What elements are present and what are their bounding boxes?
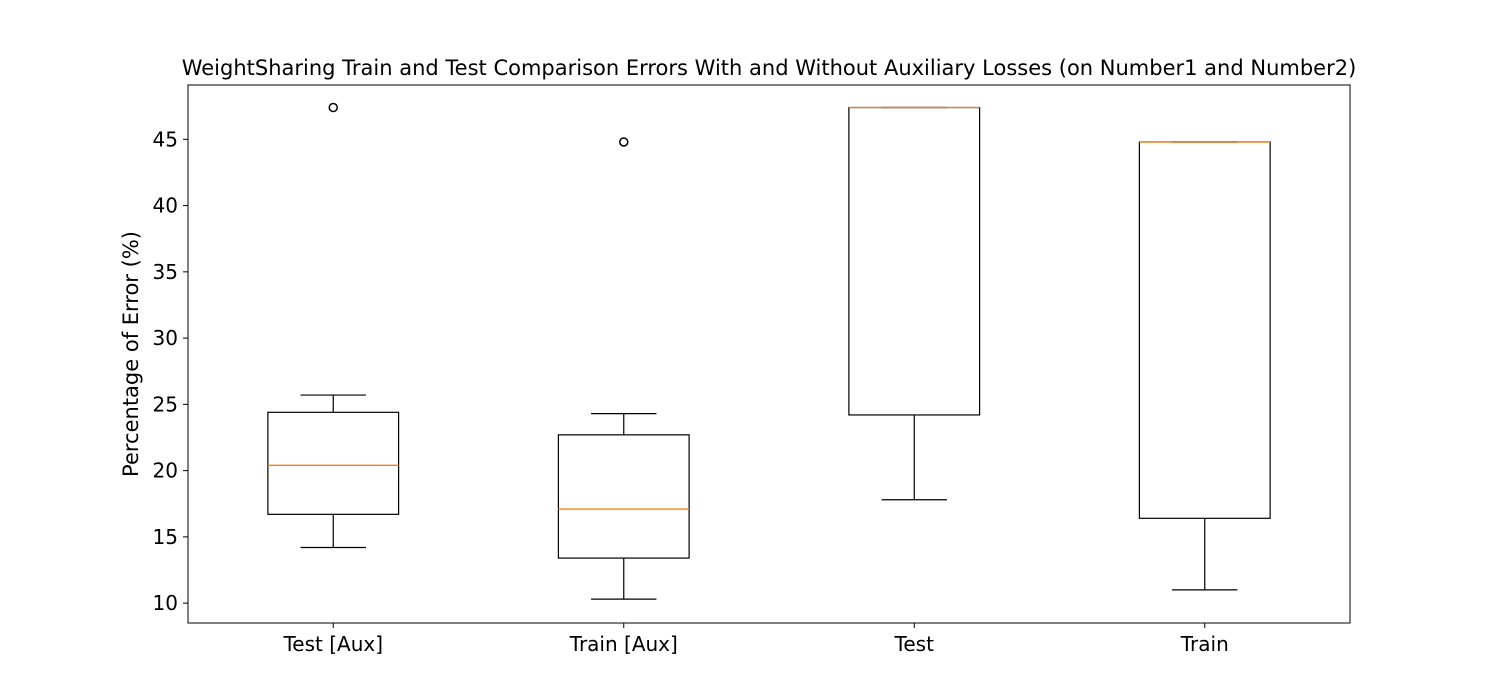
- plot-area-frame: [187, 84, 1351, 624]
- box-group: [1138, 141, 1271, 591]
- box-group: [848, 106, 981, 501]
- y-axis: 10 15 20 25 30 35 40 45: [153, 127, 188, 615]
- y-tick-label: 20: [153, 459, 178, 483]
- x-axis: Test [Aux] Train [Aux] Test Train: [282, 623, 1229, 656]
- chart-title: WeightSharing Train and Test Comparison …: [182, 56, 1357, 80]
- y-tick-label: 10: [153, 591, 178, 615]
- outlier-point: [328, 102, 338, 113]
- y-tick-label: 35: [153, 260, 178, 284]
- box-iqr: [1138, 141, 1271, 519]
- y-tick-label: 40: [153, 194, 178, 218]
- box-group: [557, 137, 690, 600]
- y-tick-label: 15: [153, 525, 178, 549]
- x-tick-label: Train: [1180, 632, 1229, 656]
- outlier-point: [619, 137, 629, 147]
- box-iqr: [848, 106, 981, 416]
- y-tick-label: 45: [153, 127, 178, 151]
- y-tick-label: 30: [153, 326, 178, 350]
- box-iqr: [557, 434, 690, 559]
- x-tick-label: Test: [894, 632, 935, 656]
- box-series: [267, 102, 1271, 600]
- y-axis-label: Percentage of Error (%): [119, 231, 143, 477]
- x-tick-label: Test [Aux]: [282, 632, 383, 656]
- y-tick-label: 25: [153, 392, 178, 416]
- box-iqr: [267, 411, 400, 515]
- box-group: [267, 102, 400, 549]
- x-tick-label: Train [Aux]: [569, 632, 678, 656]
